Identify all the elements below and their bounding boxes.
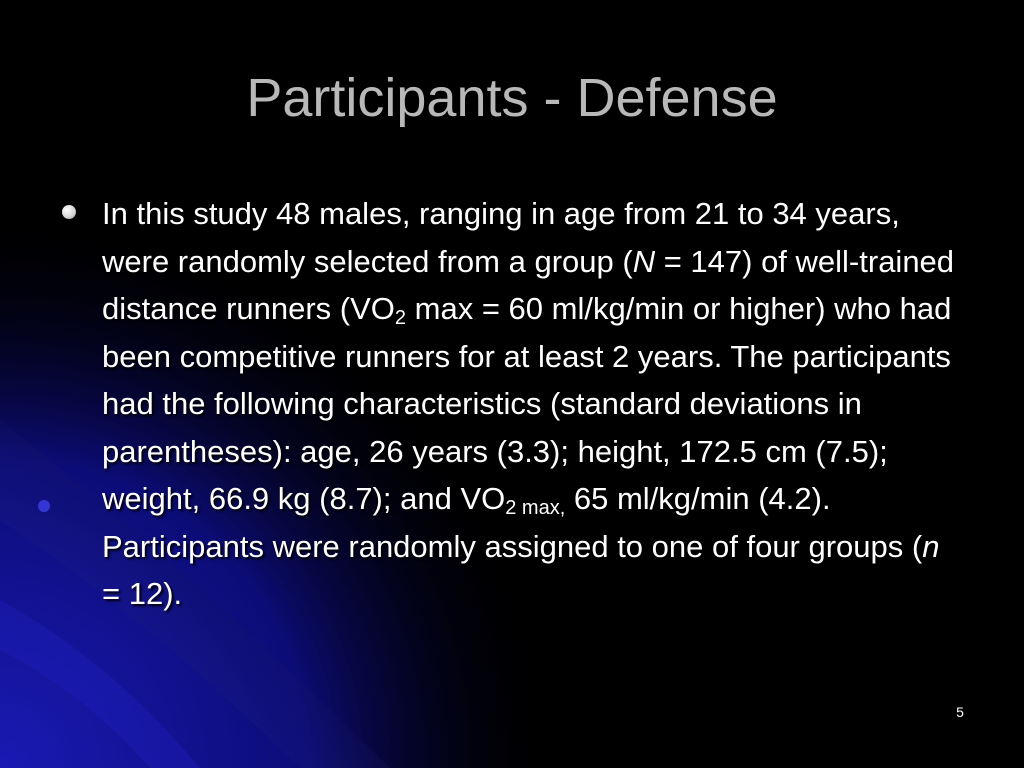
bullet-text-5: = 12). [102, 576, 183, 611]
bullet-text-4: 65 ml/kg/min (4.2). Participants were ra… [102, 481, 923, 564]
bullet-text-3: max = 60 ml/kg/min or higher) who had be… [102, 291, 952, 516]
bullet-sphere-icon [62, 205, 76, 219]
bullet-paragraph: In this study 48 males, ranging in age f… [102, 190, 960, 618]
vo2-subscript-2: 2 max, [505, 497, 566, 519]
bullet-text-1: In this study 48 males, ranging in age f… [102, 196, 900, 279]
group-size-symbol: n [922, 528, 940, 564]
vo2-subscript-1: 2 [394, 307, 407, 329]
sample-size-symbol: N [632, 243, 656, 279]
bullet-text-2: = 147) of well-trained distance runners … [102, 243, 955, 327]
slide-body: In this study 48 males, ranging in age f… [62, 190, 962, 618]
slide-title: Participants - Defense [246, 68, 778, 128]
slide-number: 5 [956, 704, 964, 720]
